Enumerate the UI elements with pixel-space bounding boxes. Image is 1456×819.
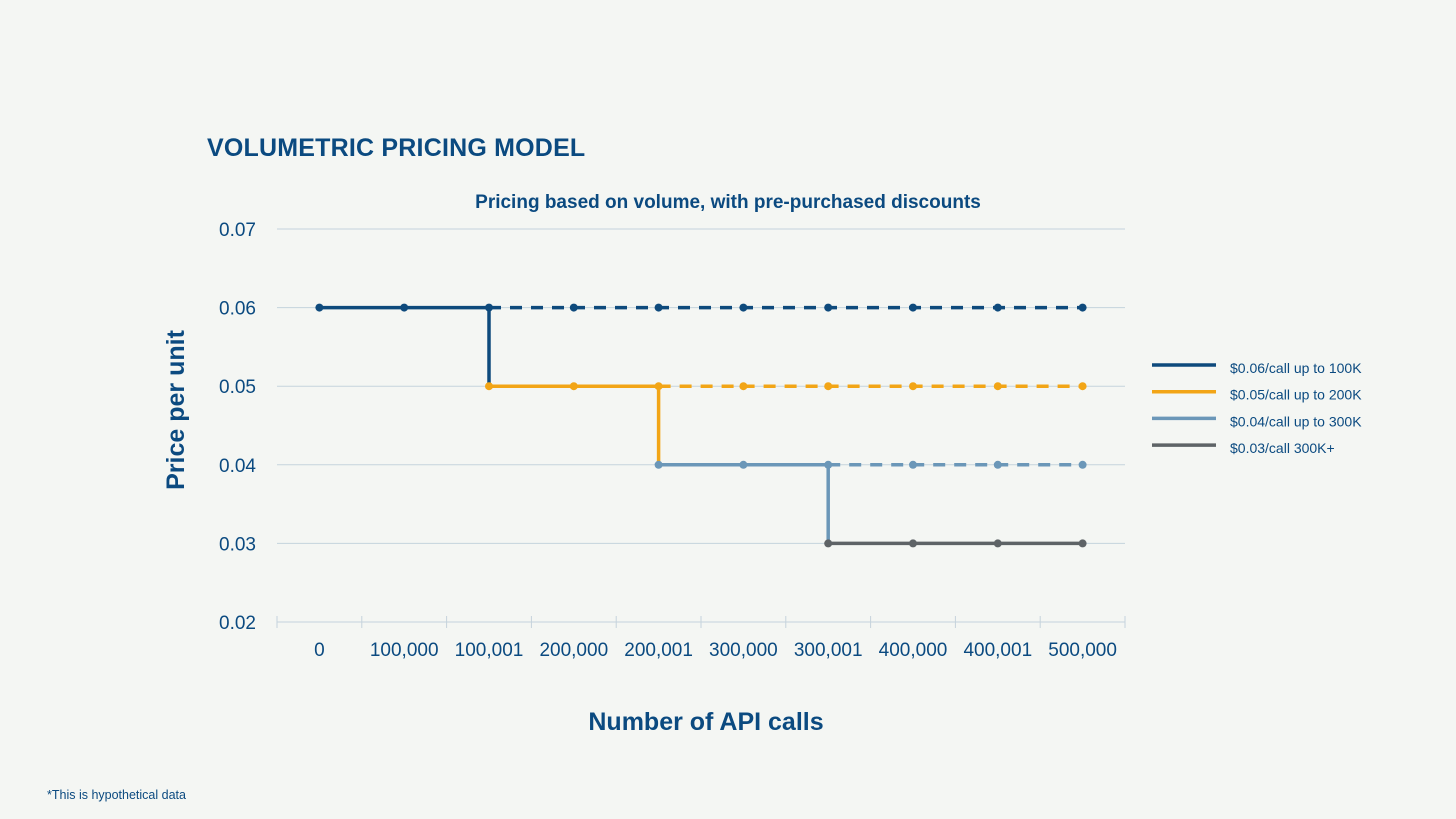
x-axis: 0 100,000 100,001 200,000 200,001 300,000 300,…	[276, 616, 1126, 661]
series-1	[315, 303, 1087, 387]
series-3	[654, 460, 1087, 544]
data-point	[485, 303, 493, 312]
legend-label: $0.03/call 300K+	[1230, 440, 1335, 456]
data-point	[909, 382, 917, 391]
data-point	[1078, 382, 1087, 391]
data-point	[1078, 303, 1087, 312]
chart-title: Pricing based on volume, with pre-purcha…	[475, 192, 981, 213]
x-tick-label: 100,001	[455, 640, 524, 661]
data-point	[569, 382, 578, 391]
series-2	[485, 382, 1087, 465]
data-point	[569, 303, 578, 312]
y-tick-label: 0.02	[219, 613, 256, 634]
data-point	[824, 303, 833, 312]
x-tick-label: 200,000	[539, 640, 608, 661]
series-layer	[315, 303, 1087, 548]
page-title: VOLUMETRIC PRICING MODEL	[207, 134, 586, 162]
x-tick-label: 200,001	[624, 640, 693, 661]
x-tick-label: 500,000	[1048, 640, 1117, 661]
y-tick-label: 0.03	[219, 534, 256, 555]
data-point	[909, 460, 917, 469]
legend: $0.06/call up to 100K $0.05/call up to 20…	[1152, 360, 1362, 456]
data-point	[993, 303, 1002, 312]
data-point	[739, 382, 748, 391]
x-tick-label: 300,000	[709, 640, 778, 661]
x-axis-label: Number of API calls	[588, 708, 823, 736]
data-point	[909, 303, 917, 312]
data-point	[739, 303, 748, 312]
legend-label: $0.05/call up to 200K	[1230, 387, 1362, 403]
data-point	[993, 539, 1002, 548]
x-tick-label: 400,001	[963, 640, 1032, 661]
y-tick-label: 0.07	[219, 220, 256, 241]
data-point	[654, 303, 663, 312]
data-point	[315, 303, 324, 312]
series-4	[824, 539, 1087, 548]
data-point	[654, 382, 663, 391]
grid-layer: 0.02 0.03 0.04 0.05 0.06 0.07	[219, 220, 1125, 634]
data-point	[1078, 539, 1087, 548]
y-tick-label: 0.05	[219, 377, 256, 398]
data-point	[485, 382, 493, 391]
x-tick-label: 400,000	[879, 640, 948, 661]
data-point	[993, 382, 1002, 391]
data-point	[909, 539, 917, 548]
data-point	[824, 539, 833, 548]
data-point	[824, 460, 833, 469]
data-point	[824, 382, 833, 391]
x-tick-label: 300,001	[794, 640, 863, 661]
footnote: *This is hypothetical data	[47, 788, 186, 802]
data-point	[654, 460, 663, 469]
y-tick-label: 0.06	[219, 299, 256, 320]
legend-label: $0.04/call up to 300K	[1230, 413, 1362, 429]
data-point	[400, 303, 409, 312]
data-point	[1078, 460, 1087, 469]
legend-label: $0.06/call up to 100K	[1230, 360, 1362, 376]
y-axis-label: Price per unit	[162, 329, 190, 489]
data-point	[739, 460, 748, 469]
y-tick-label: 0.04	[219, 456, 256, 477]
data-point	[993, 460, 1002, 469]
x-tick-label: 0	[314, 640, 325, 661]
x-tick-label: 100,000	[370, 640, 439, 661]
